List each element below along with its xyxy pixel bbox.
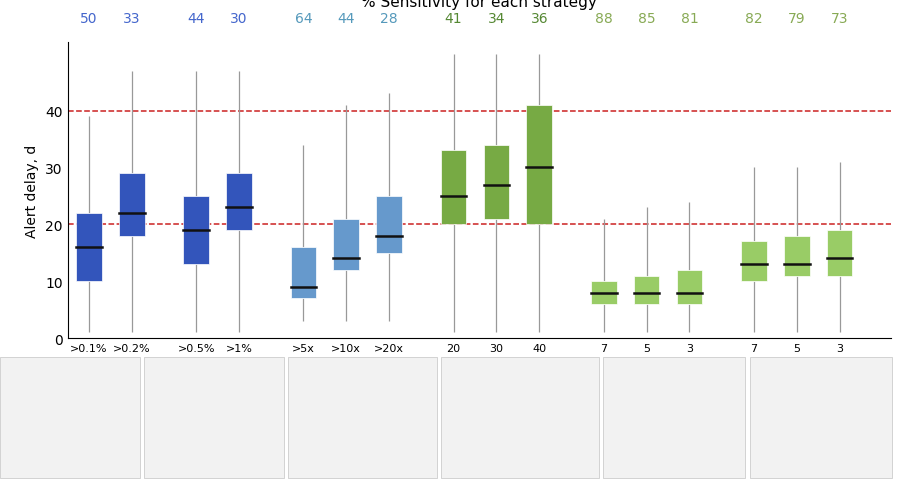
Text: 85: 85	[638, 12, 655, 25]
Text: 44: 44	[338, 12, 355, 25]
Bar	[291, 248, 316, 299]
Text: 64: 64	[294, 12, 312, 25]
Text: 36: 36	[530, 12, 548, 25]
Text: 30: 30	[230, 12, 248, 25]
Text: 82: 82	[745, 12, 762, 25]
Text: P1: Daily
percentage of
dead ducks
on farm: P1: Daily percentage of dead ducks on fa…	[12, 393, 81, 443]
Text: 88: 88	[595, 12, 613, 25]
Bar	[376, 196, 402, 253]
Bar	[784, 236, 809, 276]
Y-axis label: Alert delay, d: Alert delay, d	[25, 144, 40, 237]
Bar	[827, 230, 852, 276]
Bar	[184, 196, 209, 264]
Text: 73: 73	[831, 12, 849, 25]
Text: 44: 44	[187, 12, 205, 25]
Bar	[226, 174, 252, 230]
Text: A: Frequency (days)
samples collected
from 60 live ducks
for RT-PCR testing: A: Frequency (days) samples collected fr…	[453, 393, 552, 443]
Bar	[76, 214, 102, 282]
Text: 50: 50	[80, 12, 98, 25]
Bar	[483, 145, 509, 219]
Text: 81: 81	[680, 12, 698, 25]
Text: 28: 28	[381, 12, 398, 25]
Bar	[526, 106, 553, 225]
Text: 34: 34	[488, 12, 505, 25]
Text: 41: 41	[445, 12, 463, 25]
Bar	[741, 242, 767, 282]
X-axis label: X value: X value	[454, 358, 505, 372]
Text: 33: 33	[123, 12, 140, 25]
Bar	[677, 270, 702, 304]
Bar	[590, 282, 616, 304]
Text: EP: No. dead ducks
tested by RT-PCR
every 14 days: EP: No. dead ducks tested by RT-PCR ever…	[761, 399, 857, 436]
Title: % Sensitivity for each strategy: % Sensitivity for each strategy	[361, 0, 598, 10]
Bar	[119, 174, 145, 236]
Text: 79: 79	[788, 12, 806, 25]
Bar	[634, 276, 660, 304]
Bar	[441, 151, 466, 225]
Text: P3: Ratio of daily
influenza mortality to
natural daily mortality: P3: Ratio of daily influenza mortality t…	[300, 399, 411, 436]
Text: P2: Weekly
percentage of
dead ducks
on farm: P2: Weekly percentage of dead ducks on f…	[156, 393, 225, 443]
Bar	[333, 219, 359, 270]
Text: EP: No. dead ducks
tested by RT-PCR
every 7 days: EP: No. dead ducks tested by RT-PCR ever…	[615, 399, 710, 436]
